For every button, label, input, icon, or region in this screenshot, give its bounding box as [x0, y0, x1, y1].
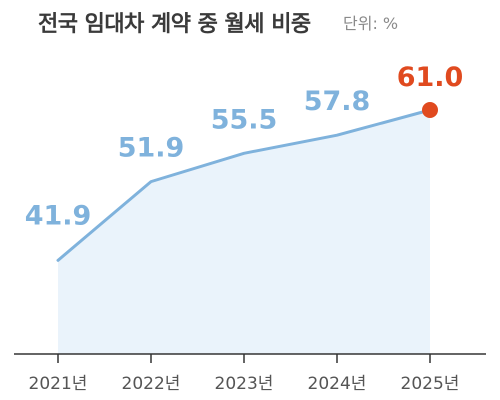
data-label: 41.9: [25, 200, 92, 231]
x-tick-label: 2025년: [401, 374, 460, 394]
data-label: 57.8: [304, 86, 371, 117]
data-label: 51.9: [118, 133, 185, 164]
data-label: 55.5: [211, 104, 278, 135]
data-label: 61.0: [397, 62, 464, 93]
series-line: [56, 108, 432, 262]
chart-title: 전국 임대차 계약 중 월세 비중: [38, 12, 311, 37]
line-layer: [56, 102, 438, 262]
area-layer: [58, 110, 430, 354]
unit-label: 단위: %: [343, 14, 399, 33]
x-tick-label: 2024년: [308, 374, 367, 394]
x-tick-label: 2021년: [29, 374, 88, 394]
axis-layer: 2021년 2022년 2023년 2024년 2025년: [14, 353, 486, 394]
label-layer: 41.9 51.9 55.5 57.8 61.0: [25, 62, 464, 231]
highlight-point: [422, 102, 438, 118]
area-fill: [58, 110, 430, 354]
x-tick-label: 2022년: [122, 374, 181, 394]
x-tick-label: 2023년: [215, 374, 274, 394]
